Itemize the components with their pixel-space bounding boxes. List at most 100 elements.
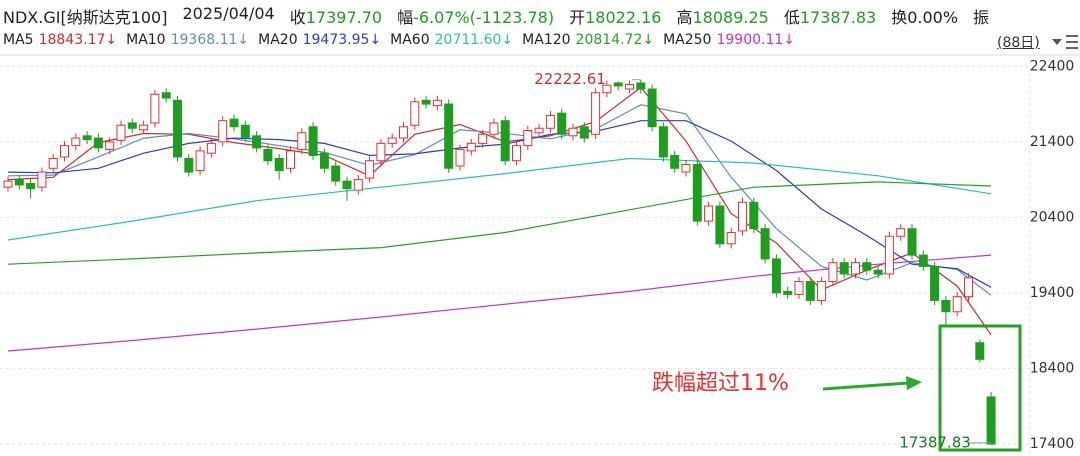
candle-body: [918, 254, 928, 267]
menu-icon[interactable]: [1066, 35, 1078, 49]
candle-body: [636, 82, 646, 90]
candle-body: [105, 141, 115, 150]
candle-body: [647, 88, 657, 128]
quote-label: 换: [891, 8, 908, 27]
legend: MA5 18843.17↓ MA10 19368.11↓ MA20 19473.95↓ MA…: [3, 32, 795, 52]
candle-body: [523, 130, 533, 147]
security-name: NDX.GI[纳斯达克100]: [3, 8, 168, 27]
quote-label: 低: [783, 8, 800, 27]
quote-date: 2025/04/04: [182, 4, 275, 23]
quote-label: 高: [676, 8, 693, 27]
y-tick-label: 18400: [1030, 360, 1075, 376]
legend-value: 20814.72↓: [575, 32, 655, 48]
candle-body: [749, 201, 759, 230]
candle-body: [240, 124, 250, 138]
candle-body: [907, 228, 917, 256]
candle-body: [399, 126, 408, 139]
legend-name: MA5: [3, 32, 34, 48]
candle-body: [3, 180, 13, 188]
candles: [3, 79, 996, 445]
candle-body: [60, 145, 69, 158]
quote-label: 振: [973, 8, 990, 27]
period-dropdown[interactable]: [1052, 39, 1062, 45]
candle-body: [975, 342, 985, 360]
legend-value: 20711.60↓: [434, 32, 514, 48]
quote-value: 18022.16: [585, 8, 662, 27]
candle-body: [432, 99, 442, 107]
quote-value: 0.00%: [907, 8, 959, 27]
candle-body: [173, 99, 182, 158]
y-tick-label: 21400: [1030, 134, 1075, 150]
candle-body: [37, 171, 47, 188]
candle-body: [568, 127, 578, 137]
quote-item: 开18022.16: [569, 4, 662, 27]
candle-body: [930, 265, 940, 301]
candle-body: [387, 137, 397, 144]
candle-body: [613, 82, 623, 87]
candle-body: [851, 262, 860, 275]
quote-item: 幅-6.07%(-1123.78): [397, 4, 555, 27]
quote-label: 收: [289, 8, 306, 27]
highlight-box: [938, 324, 1022, 452]
candle-body: [161, 92, 171, 99]
candle-body: [195, 150, 205, 172]
legend-name: MA250: [663, 32, 712, 48]
dropdown-icon[interactable]: [1052, 39, 1062, 45]
y-tick-label: 20400: [1030, 209, 1075, 225]
candle-body: [466, 142, 476, 152]
min-label: 17387.83: [899, 433, 971, 451]
candle-body: [783, 290, 793, 295]
legend-value: 18843.17↓: [38, 32, 118, 48]
quote-value: 18089.25: [692, 8, 769, 27]
candle-body: [410, 101, 420, 126]
candle-body: [376, 142, 386, 162]
legend-value: 19473.95↓: [302, 32, 382, 48]
candle-body: [184, 157, 194, 173]
legend-item: MA20 19473.95↓: [258, 32, 381, 52]
quote-header: NDX.GI[纳斯达克100] 2025/04/04 收17397.70 幅-6.07…: [3, 4, 990, 27]
candle-body: [602, 84, 612, 94]
candle-body: [715, 205, 725, 245]
arrow-head: [906, 376, 922, 390]
candle-body: [704, 205, 714, 222]
candle-body: [93, 137, 103, 149]
quote-item: 换0.00%: [891, 4, 959, 27]
candle-body: [771, 258, 781, 294]
candle-body: [579, 126, 589, 139]
legend-name: MA120: [522, 32, 571, 48]
ma-line: [7, 86, 992, 336]
candle-body: [512, 145, 521, 162]
candle-body: [150, 93, 160, 124]
candle-body: [862, 262, 872, 271]
quote-value: -6.07%(-1123.78): [413, 8, 555, 27]
y-tick-label: 22400: [1030, 58, 1075, 74]
candle-body: [591, 92, 601, 135]
legend-value: 19368.11↓: [170, 32, 250, 48]
candle-body: [308, 126, 318, 156]
candle-body: [794, 281, 804, 295]
legend-item: MA250 19900.11↓: [663, 32, 795, 52]
candle-body: [839, 262, 849, 275]
quote-item: 收17397.70: [289, 4, 382, 27]
quote-item: 振: [973, 4, 990, 27]
candle-body: [82, 135, 92, 141]
candle-body: [964, 277, 973, 298]
candle-body: [941, 299, 951, 313]
period-label[interactable]: (88日): [997, 35, 1040, 51]
candle-body: [884, 235, 894, 275]
grid: 17400 18400 19400 20400 21400 22400: [0, 58, 1074, 452]
candle-body: [263, 148, 273, 162]
candle-body: [71, 137, 81, 147]
candle-body: [229, 118, 239, 128]
candle-body: [625, 83, 634, 90]
candle-body: [557, 112, 567, 135]
candle-body: [139, 124, 149, 131]
legend-name: MA20: [258, 32, 298, 48]
legend-name: MA10: [126, 32, 166, 48]
candle-body: [986, 396, 996, 445]
candle-body: [206, 142, 216, 154]
legend-item: MA5 18843.17↓: [3, 32, 117, 52]
candle-body: [127, 122, 137, 129]
